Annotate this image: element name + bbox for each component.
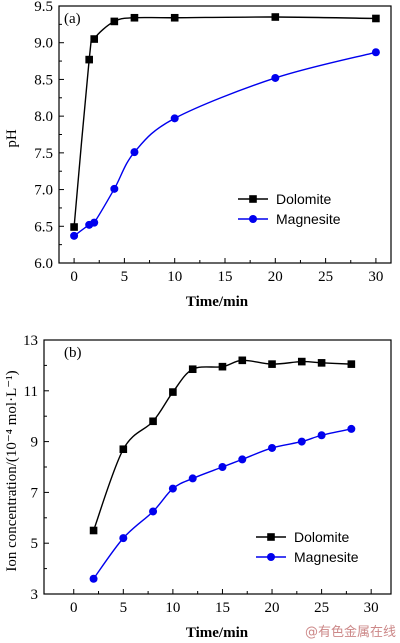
data-point-magnesite (70, 231, 79, 240)
x-tick-label: 15 (215, 600, 230, 616)
x-tick-label: 0 (70, 600, 78, 616)
legend-marker (267, 533, 275, 541)
legend-marker (249, 215, 257, 223)
data-point-dolomite (90, 35, 99, 43)
data-point-magnesite (297, 437, 306, 446)
plot-frame (58, 5, 392, 264)
data-point-dolomite (297, 357, 306, 366)
y-axis-title: Ion concentration/(10⁻⁴ mol·L⁻¹) (4, 370, 20, 571)
watermark-text: @有色金属在线 (305, 624, 396, 640)
y-tick-label: 7.5 (34, 146, 53, 162)
y-axis-title: pH (4, 129, 20, 148)
y-tick-label: 6.5 (34, 219, 53, 235)
data-point-magnesite (130, 148, 139, 157)
x-tick-label: 25 (314, 600, 329, 616)
data-point-magnesite (90, 218, 99, 227)
data-point-magnesite (268, 443, 277, 452)
y-tick-label: 3 (31, 587, 39, 603)
data-point-dolomite (119, 445, 128, 454)
legend-label: Dolomite (276, 191, 331, 207)
data-point-dolomite (149, 417, 157, 426)
data-point-dolomite (188, 365, 197, 374)
legend-marker (249, 195, 257, 203)
legend-label: Dolomite (294, 529, 349, 545)
data-point-dolomite (218, 362, 227, 371)
data-point-magnesite (89, 574, 98, 583)
series-line-magnesite (73, 51, 377, 237)
data-point-dolomite (317, 359, 326, 367)
y-tick-label: 8.5 (34, 72, 53, 88)
data-point-magnesite (188, 474, 197, 483)
data-point-dolomite (271, 13, 280, 21)
data-point-magnesite (110, 184, 119, 193)
y-tick-label: 9 (31, 435, 39, 451)
data-point-dolomite (347, 360, 356, 368)
x-tick-label: 5 (121, 269, 129, 285)
panel-a: 0 5 10 15 20 25 30 6.0 6.5 7.0 7.5 8.0 8.5 9.0 9.5 (a) T… (4, 0, 392, 310)
x-tick-label: 0 (70, 269, 78, 285)
data-point-dolomite (110, 17, 119, 26)
data-point-magnesite (149, 507, 158, 516)
y-tick-label: 9.0 (34, 36, 53, 52)
data-point-magnesite (347, 424, 356, 433)
data-point-magnesite (238, 455, 247, 464)
data-point-magnesite (317, 431, 326, 440)
x-tick-label: 5 (120, 600, 128, 616)
y-tick-label: 7 (31, 485, 39, 501)
y-tick-label: 6.0 (34, 256, 53, 272)
data-point-dolomite (85, 55, 93, 64)
data-point-dolomite (238, 356, 247, 365)
data-point-magnesite (271, 73, 280, 82)
x-axis-title: Time/min (186, 625, 249, 641)
data-point-dolomite (70, 223, 78, 231)
data-point-dolomite (372, 14, 380, 23)
data-point-dolomite (89, 526, 98, 535)
legend-marker (267, 553, 275, 561)
y-tick-label: 7.0 (34, 183, 53, 199)
data-point-dolomite (268, 360, 276, 368)
x-tick-label: 20 (268, 269, 283, 285)
y-tick-label: 13 (23, 333, 38, 349)
panel-label: (a) (64, 11, 81, 27)
x-tick-label: 20 (265, 600, 280, 616)
y-tick-label: 9.5 (34, 0, 53, 15)
y-tick-label: 8.0 (34, 109, 53, 125)
x-tick-label: 10 (167, 269, 182, 285)
y-tick-label: 11 (24, 384, 38, 400)
x-tick-label: 30 (368, 269, 383, 285)
x-tick-label: 30 (364, 600, 379, 616)
x-axis-title: Time/min (186, 294, 249, 310)
data-point-magnesite (119, 534, 128, 543)
data-point-magnesite (170, 114, 179, 123)
data-point-magnesite (371, 48, 380, 57)
data-point-dolomite (170, 13, 179, 22)
legend-label: Magnesite (294, 549, 359, 565)
legend-label: Magnesite (276, 211, 341, 227)
panel-label: (b) (64, 345, 82, 361)
x-tick-label: 25 (318, 269, 333, 285)
x-tick-label: 15 (218, 269, 233, 285)
data-point-magnesite (168, 484, 177, 493)
data-point-dolomite (130, 13, 139, 22)
x-tick-label: 10 (165, 600, 180, 616)
y-tick-label: 5 (31, 536, 39, 552)
data-point-magnesite (218, 463, 227, 471)
data-point-dolomite (169, 388, 177, 396)
series-line-dolomite (92, 359, 352, 531)
